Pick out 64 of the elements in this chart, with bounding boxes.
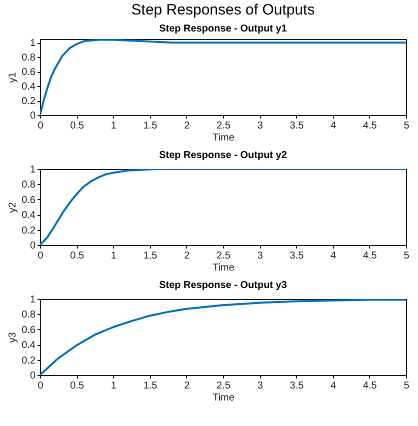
x-tick-label: 3.5 [290,250,304,262]
x-tick-label: 5 [404,380,410,392]
y-axis-title: y2 [8,202,19,213]
x-axis-title: Time [212,132,235,144]
chart-title: Step Response - Output y3 [159,280,288,291]
x-tick-label: 3 [257,120,264,132]
y-axis-title: y3 [8,332,19,343]
y-tick-label: 0.8 [22,52,36,64]
x-tick-label: 4 [330,250,337,262]
x-tick-label: 0 [38,120,44,132]
x-tick-label: 0.5 [70,380,84,392]
x-tick-label: 1 [110,120,117,132]
chart-title: Step Response - Output y2 [159,150,288,161]
x-tick-label: 1.5 [143,380,158,392]
x-axis-title: Time [212,262,235,274]
x-tick-label: 2.5 [216,380,231,392]
x-tick-label: 3 [257,250,264,262]
x-tick-label: 4 [330,380,337,392]
chart-subtitle: Step Response - Output y1 [159,24,288,35]
line-series [40,169,406,245]
x-tick-label: 1.5 [143,250,158,262]
x-tick-label: 4 [330,120,337,132]
x-tick-label: 1 [110,250,117,262]
x-tick-label: 3 [257,380,264,392]
x-tick-label: 4.5 [362,250,378,262]
y-tick-label: 0.2 [22,96,36,108]
y-tick-label: 0 [30,370,36,382]
y-tick-label: 0.6 [22,324,36,336]
y-tick-label: 0.2 [22,355,36,366]
x-tick-label: 2 [184,380,190,392]
x-tick-label: 0 [38,250,44,262]
x-tick-label: 0 [38,380,44,392]
x-tick-label: 0.5 [70,250,84,262]
y-tick-label: 1 [30,164,36,176]
x-tick-label: 1 [110,380,117,392]
x-tick-label: 2 [184,120,190,132]
chart-title: Step Responses of Outputs [131,2,315,19]
x-tick-label: 2.5 [216,120,231,132]
x-tick-label: 2 [184,250,190,262]
y-tick-label: 0.2 [22,225,36,236]
y-tick-label: 0.4 [22,82,36,93]
x-tick-label: 4.5 [362,120,378,132]
y-tick-label: 0.4 [22,210,36,222]
x-tick-label: 2.5 [216,250,231,262]
x-axis-title: Time [212,392,235,404]
x-tick-label: 5 [404,250,410,262]
y-tick-label: 0.6 [22,67,36,78]
y-tick-label: 0.4 [22,340,36,352]
x-tick-label: 0.5 [70,120,84,132]
y-tick-label: 1 [30,38,36,50]
y-axis-title: y1 [8,72,19,83]
x-tick-label: 3.5 [290,380,304,392]
y-tick-label: 1 [30,294,36,306]
line-series [40,299,406,375]
y-tick-label: 0.6 [22,194,36,206]
x-tick-label: 5 [404,120,410,132]
x-tick-label: 4.5 [362,380,378,392]
y-tick-label: 0.8 [22,180,36,191]
y-tick-label: 0 [30,240,36,252]
x-tick-label: 1.5 [143,120,158,132]
x-tick-label: 3.5 [290,120,304,132]
line-series [40,39,406,115]
y-tick-label: 0.8 [22,310,36,321]
y-tick-label: 0 [30,110,36,122]
